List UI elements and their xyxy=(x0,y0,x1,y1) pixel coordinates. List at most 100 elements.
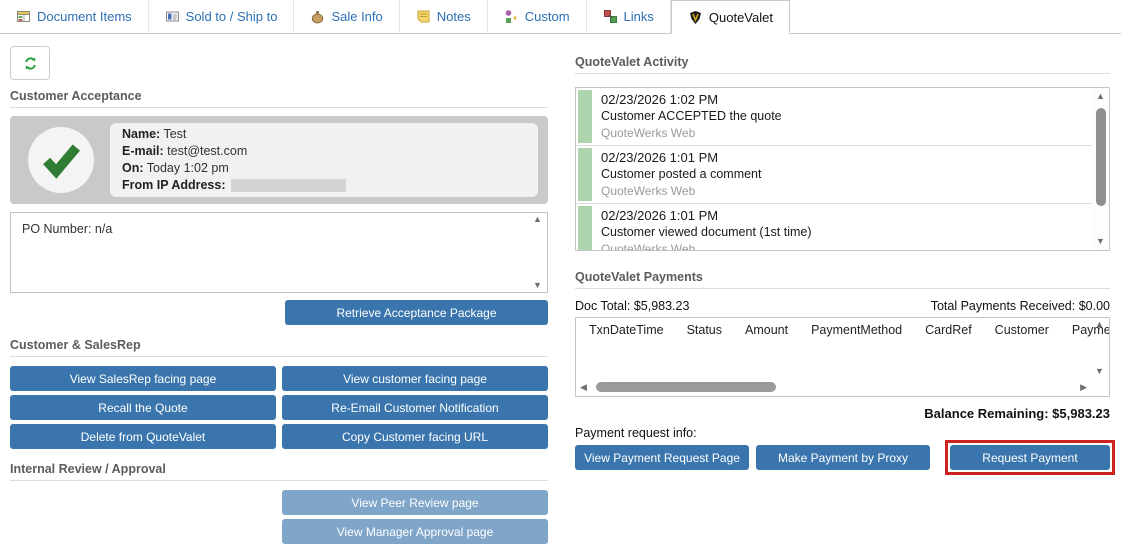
total-payments-received: Total Payments Received: $0.00 xyxy=(930,299,1110,313)
activity-timestamp: 02/23/2026 1:01 PM xyxy=(601,208,719,223)
retrieve-acceptance-package-button[interactable]: Retrieve Acceptance Package xyxy=(285,300,548,325)
tab-notes[interactable]: Notes xyxy=(400,0,488,33)
recall-the-quote-button[interactable]: Recall the Quote xyxy=(10,395,276,420)
activity-source: QuoteWerks Web xyxy=(601,184,696,198)
scrollbar-thumb[interactable] xyxy=(596,382,776,392)
tab-label: Custom xyxy=(524,9,570,24)
balance-remaining: Balance Remaining: $5,983.23 xyxy=(924,406,1110,421)
acceptance-ip-line: From IP Address: xyxy=(122,177,526,194)
activity-timestamp: 02/23/2026 1:01 PM xyxy=(601,150,719,165)
ip-address-redacted xyxy=(230,179,346,193)
quotevalet-payments-header: QuoteValet Payments xyxy=(575,270,1110,289)
view-peer-review-page-button[interactable]: View Peer Review page xyxy=(282,490,548,515)
column-header: PaymentRef xyxy=(1071,323,1109,337)
column-header: TxnDateTime xyxy=(589,323,664,337)
tab-bar: Document Items Sold to / Ship to Sale In… xyxy=(0,0,1121,34)
column-header: PaymentMethod xyxy=(811,323,903,337)
scroll-down-arrow[interactable]: ▼ xyxy=(533,280,542,290)
left-column: Customer Acceptance Name: Test E-mail: t… xyxy=(10,46,548,544)
acceptance-details: Name: Test E-mail: test@test.com On: Tod… xyxy=(110,123,538,197)
tab-label: Notes xyxy=(436,9,471,24)
view-customer-facing-page-button[interactable]: View customer facing page xyxy=(282,366,548,391)
tab-label: Document Items xyxy=(37,9,132,24)
activity-scrollbar[interactable]: ▲ ▼ xyxy=(1092,88,1109,250)
payments-totals-row: Doc Total: $5,983.23 Total Payments Rece… xyxy=(575,299,1110,313)
links-icon xyxy=(603,9,618,24)
refresh-button[interactable] xyxy=(10,46,50,80)
refresh-icon xyxy=(23,56,38,71)
payments-vertical-scrollbar[interactable]: ▲ ▼ xyxy=(1092,320,1107,376)
doc-total: Doc Total: $5,983.23 xyxy=(575,299,690,313)
tab-links[interactable]: Links xyxy=(587,0,671,33)
activity-description: Customer viewed document (1st time) xyxy=(601,225,812,239)
acceptance-name-line: Name: Test xyxy=(122,127,187,141)
activity-list: 02/23/2026 1:02 PM Customer ACCEPTED the… xyxy=(575,87,1110,251)
request-payment-annotation-box: Request Payment xyxy=(945,440,1115,475)
view-payment-request-page-button[interactable]: View Payment Request Page xyxy=(575,445,749,470)
payment-request-info-label: Payment request info: xyxy=(575,426,697,440)
activity-description: Customer posted a comment xyxy=(601,167,762,181)
tab-sale-info[interactable]: Sale Info xyxy=(294,0,400,33)
payments-horizontal-scrollbar[interactable]: ◀ ▶ xyxy=(580,381,1087,393)
activity-item: 02/23/2026 1:01 PM Customer posted a com… xyxy=(576,146,1092,204)
re-email-customer-notification-button[interactable]: Re-Email Customer Notification xyxy=(282,395,548,420)
address-card-icon xyxy=(165,9,180,24)
column-header: Status xyxy=(686,323,722,337)
activity-source: QuoteWerks Web xyxy=(601,126,696,140)
tab-label: Links xyxy=(623,9,654,24)
scroll-up-arrow[interactable]: ▲ xyxy=(1095,319,1104,329)
internal-review-header: Internal Review / Approval xyxy=(10,462,548,481)
activity-status-bar xyxy=(578,206,592,250)
quotevalet-icon xyxy=(688,10,703,25)
view-manager-approval-page-button[interactable]: View Manager Approval page xyxy=(282,519,548,544)
tab-label: Sold to / Ship to xyxy=(185,9,278,24)
tab-sold-to-ship-to[interactable]: Sold to / Ship to xyxy=(149,0,295,33)
custom-fields-icon xyxy=(504,9,519,24)
copy-customer-facing-url-button[interactable]: Copy Customer facing URL xyxy=(282,424,548,449)
money-bag-icon xyxy=(310,9,325,24)
view-salesrep-facing-page-button[interactable]: View SalesRep facing page xyxy=(10,366,276,391)
make-payment-by-proxy-button[interactable]: Make Payment by Proxy xyxy=(756,445,930,470)
activity-timestamp: 02/23/2026 1:02 PM xyxy=(601,92,719,107)
activity-status-bar xyxy=(578,90,592,143)
customer-acceptance-header: Customer Acceptance xyxy=(10,89,548,108)
customer-salesrep-header: Customer & SalesRep xyxy=(10,338,548,357)
payments-table-headers: TxnDateTime Status Amount PaymentMethod … xyxy=(576,318,1109,337)
scroll-right-arrow[interactable]: ▶ xyxy=(1080,382,1087,392)
activity-source: QuoteWerks Web xyxy=(601,242,696,251)
activity-item: 02/23/2026 1:01 PM Customer viewed docum… xyxy=(576,204,1092,251)
po-number-box[interactable]: PO Number: n/a ▲ ▼ xyxy=(10,212,548,293)
tab-document-items[interactable]: Document Items xyxy=(0,0,149,33)
tab-label: Sale Info xyxy=(331,9,383,24)
po-box-scrollbar[interactable]: ▲ ▼ xyxy=(530,215,545,290)
payment-buttons-row: View Payment Request Page Make Payment b… xyxy=(575,440,1115,475)
scroll-down-arrow[interactable]: ▼ xyxy=(1095,366,1104,376)
tab-label: QuoteValet xyxy=(708,9,773,25)
scroll-down-arrow[interactable]: ▼ xyxy=(1096,236,1105,246)
tab-custom[interactable]: Custom xyxy=(488,0,587,33)
scrollbar-thumb[interactable] xyxy=(1095,108,1106,206)
scroll-left-arrow[interactable]: ◀ xyxy=(580,382,587,392)
column-header: Amount xyxy=(745,323,789,337)
notes-icon xyxy=(416,9,431,24)
payments-table: TxnDateTime Status Amount PaymentMethod … xyxy=(575,317,1110,397)
accepted-check-icon xyxy=(28,127,94,193)
scroll-up-arrow[interactable]: ▲ xyxy=(533,214,542,224)
customer-salesrep-buttons: View SalesRep facing page View customer … xyxy=(10,366,548,449)
quotevalet-activity-header: QuoteValet Activity xyxy=(575,55,1110,74)
request-payment-button[interactable]: Request Payment xyxy=(950,445,1110,470)
activity-item: 02/23/2026 1:02 PM Customer ACCEPTED the… xyxy=(576,88,1092,146)
acceptance-email-line: E-mail: test@test.com xyxy=(122,144,248,158)
column-header: CardRef xyxy=(925,323,972,337)
acceptance-date-line: On: Today 1:02 pm xyxy=(122,161,229,175)
document-items-icon xyxy=(16,9,31,24)
column-header: Customer xyxy=(994,323,1049,337)
internal-review-buttons: View Peer Review page View Manager Appro… xyxy=(10,490,548,544)
acceptance-panel: Name: Test E-mail: test@test.com On: Tod… xyxy=(10,116,548,204)
tab-quotevalet[interactable]: QuoteValet xyxy=(670,0,790,34)
scroll-up-arrow[interactable]: ▲ xyxy=(1096,91,1105,101)
po-number-text: PO Number: n/a xyxy=(22,222,113,236)
activity-status-bar xyxy=(578,148,592,201)
delete-from-quotevalet-button[interactable]: Delete from QuoteValet xyxy=(10,424,276,449)
retrieve-row: Retrieve Acceptance Package xyxy=(10,300,548,325)
